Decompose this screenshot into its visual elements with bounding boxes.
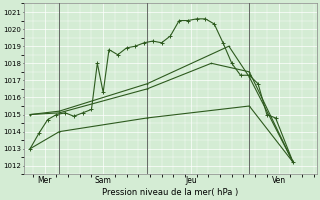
X-axis label: Pression niveau de la mer( hPa ): Pression niveau de la mer( hPa )	[102, 188, 238, 197]
